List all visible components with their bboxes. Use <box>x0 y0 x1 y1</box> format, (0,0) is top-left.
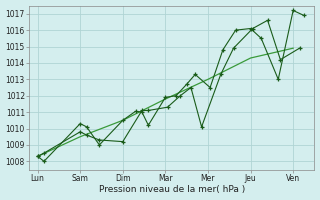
X-axis label: Pression niveau de la mer( hPa ): Pression niveau de la mer( hPa ) <box>99 185 245 194</box>
